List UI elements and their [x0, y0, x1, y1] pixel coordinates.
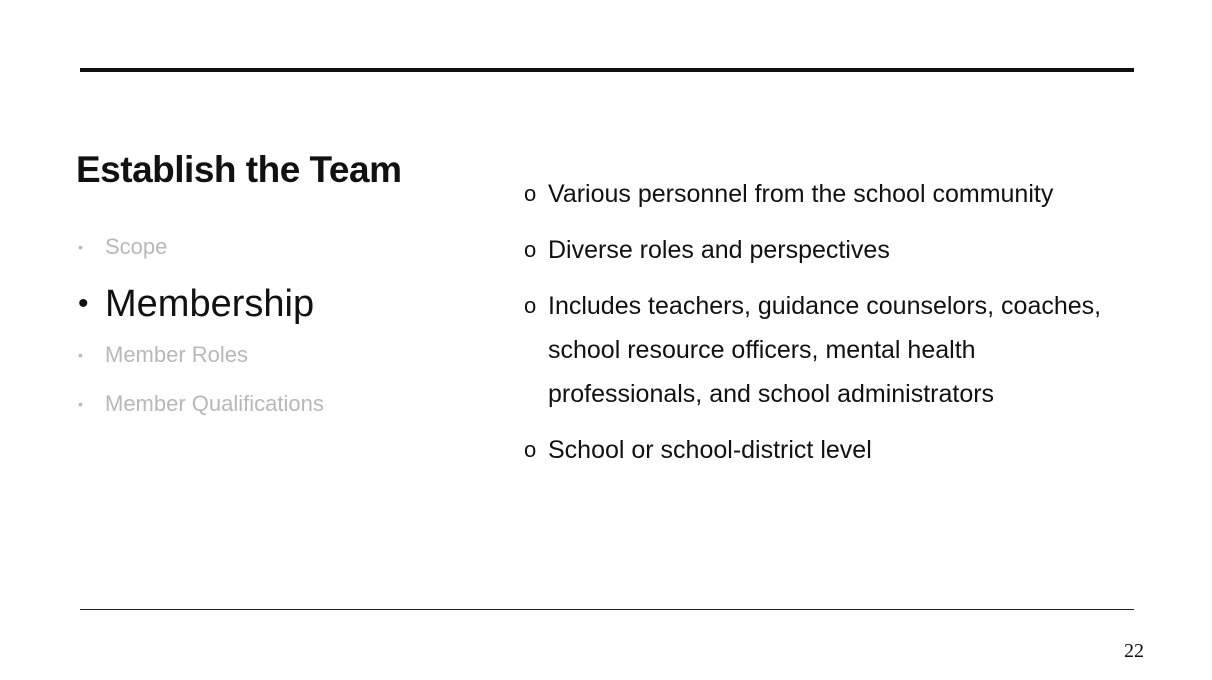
content-bullet-list: o Various personnel from the school comm…: [524, 172, 1114, 484]
page-number: 22: [1124, 640, 1144, 662]
nav-bullet: •: [78, 347, 83, 363]
nav-item-member-qualifications: • Member Qualifications: [78, 387, 324, 421]
bullet-marker: o: [524, 181, 537, 206]
nav-bullet: •: [78, 239, 83, 255]
nav-item-scope: • Scope: [78, 230, 324, 264]
slide-title: Establish the Team: [76, 149, 402, 190]
bullet-text: Includes teachers, guidance counselors, …: [548, 292, 1102, 408]
nav-bullet: •: [78, 396, 83, 412]
content-bullet: o Diverse roles and perspectives: [524, 228, 1114, 272]
nav-item-label: Scope: [105, 234, 168, 259]
nav-item-label: Member Roles: [105, 342, 249, 367]
nav-item-membership: • Membership: [78, 278, 324, 330]
top-divider: [80, 68, 1134, 72]
content-bullet: o Various personnel from the school comm…: [524, 172, 1114, 216]
nav-item-label: Membership: [105, 283, 315, 325]
bullet-text: School or school-district level: [548, 436, 872, 464]
bullet-marker: o: [524, 293, 537, 318]
section-nav: • Scope • Membership • Member Roles • Me…: [78, 230, 324, 421]
content-bullet: o School or school-district level: [524, 428, 1114, 472]
content-bullet: o Includes teachers, guidance counselors…: [524, 284, 1114, 416]
bullet-text: Various personnel from the school commun…: [548, 180, 1054, 208]
nav-item-member-roles: • Member Roles: [78, 338, 324, 372]
nav-bullet: •: [78, 287, 89, 320]
nav-item-label: Member Qualifications: [105, 391, 324, 416]
bullet-marker: o: [524, 237, 537, 262]
bullet-marker: o: [524, 437, 537, 462]
bottom-divider: [80, 609, 1134, 610]
bullet-text: Diverse roles and perspectives: [548, 236, 890, 264]
